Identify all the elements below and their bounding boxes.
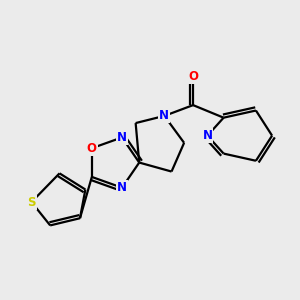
Text: N: N	[159, 110, 170, 122]
Text: N: N	[117, 181, 127, 194]
Text: N: N	[202, 129, 212, 142]
Text: S: S	[27, 196, 36, 208]
Text: N: N	[117, 131, 127, 144]
Text: O: O	[87, 142, 97, 155]
Text: O: O	[188, 70, 198, 83]
